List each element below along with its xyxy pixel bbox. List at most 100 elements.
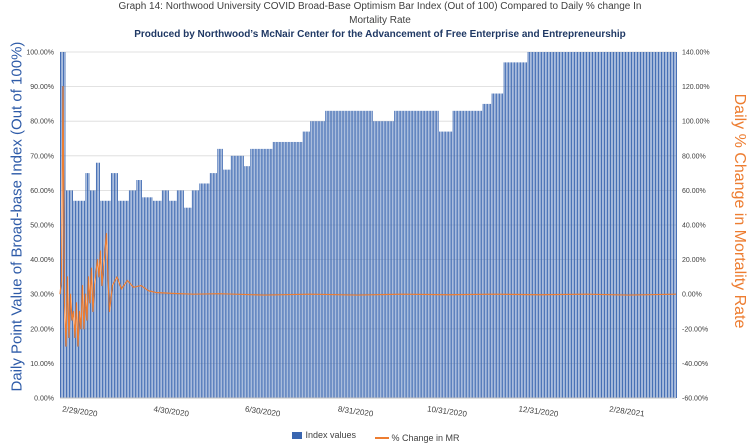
index-bar xyxy=(358,110,360,398)
index-bar xyxy=(254,148,256,398)
index-bar xyxy=(116,173,118,398)
index-bar xyxy=(463,110,465,398)
index-bar xyxy=(241,155,243,398)
y-left-tick-label: 70.00% xyxy=(30,153,54,160)
index-bar xyxy=(520,62,522,398)
index-bar xyxy=(449,131,451,398)
index-bar xyxy=(575,52,577,398)
index-bar xyxy=(362,110,364,398)
index-bar xyxy=(611,52,613,398)
index-bar xyxy=(473,110,475,398)
y-right-tick-label: -20.00% xyxy=(682,326,708,333)
index-bar xyxy=(104,200,106,398)
index-bar xyxy=(230,155,232,398)
index-bar xyxy=(245,166,247,398)
index-bar xyxy=(472,110,474,398)
index-bar xyxy=(620,52,622,398)
x-tick-label: 4/30/2020 xyxy=(153,405,190,419)
legend-swatch-mr xyxy=(374,436,389,439)
index-bar xyxy=(487,103,489,399)
index-bar xyxy=(616,52,617,398)
index-bar xyxy=(505,62,507,398)
index-bar xyxy=(374,121,376,398)
index-bar xyxy=(416,110,418,398)
index-bar xyxy=(514,62,516,398)
index-bar xyxy=(469,110,471,398)
index-bar xyxy=(410,110,412,398)
index-bar xyxy=(598,52,599,398)
index-bar xyxy=(154,200,156,398)
index-bar xyxy=(395,110,397,398)
index-bar xyxy=(448,131,450,398)
index-bar xyxy=(485,103,487,399)
index-bar xyxy=(607,52,608,398)
index-bar xyxy=(629,52,631,398)
index-bar xyxy=(551,52,553,398)
index-bar xyxy=(290,141,292,398)
index-bar xyxy=(580,52,582,398)
index-bar xyxy=(622,52,623,398)
index-bar xyxy=(295,141,297,398)
index-bar xyxy=(539,52,541,398)
index-bar xyxy=(137,180,139,398)
index-bar xyxy=(635,52,637,398)
index-bar xyxy=(646,52,647,398)
index-bar xyxy=(257,148,259,398)
chart-title-line-1: Graph 14: Northwood University COVID Bro… xyxy=(118,1,642,12)
index-bar xyxy=(235,155,237,398)
index-bar xyxy=(452,110,454,398)
index-bar xyxy=(161,190,163,398)
x-tick-label: 2/28/2021 xyxy=(609,405,646,419)
index-bar xyxy=(521,62,523,398)
index-bar xyxy=(644,52,646,398)
index-bar xyxy=(284,141,286,398)
index-bar xyxy=(409,110,411,398)
index-bar xyxy=(355,110,357,398)
index-bar xyxy=(643,52,644,398)
index-bar xyxy=(287,141,289,398)
index-bar xyxy=(268,148,270,398)
x-tick-label: 2/29/2020 xyxy=(62,405,99,419)
index-bar xyxy=(583,52,585,398)
index-bar xyxy=(265,148,267,398)
index-bar xyxy=(346,110,348,398)
index-bar xyxy=(412,110,414,398)
index-bar xyxy=(529,52,531,398)
y-right-tick-label: 100.00% xyxy=(682,119,710,126)
index-bar xyxy=(649,52,650,398)
index-bar xyxy=(439,131,441,398)
index-bar xyxy=(344,110,346,398)
index-bar xyxy=(623,52,625,398)
index-bar xyxy=(347,110,349,398)
index-bar xyxy=(223,169,225,398)
y-right-tick-label: 60.00% xyxy=(682,188,706,195)
y-right-tick-label: -40.00% xyxy=(682,361,708,368)
x-tick-label: 12/31/2020 xyxy=(518,404,559,419)
index-bar xyxy=(421,110,423,398)
index-bar xyxy=(584,52,586,398)
legend-item-index: Index values xyxy=(292,430,356,440)
index-bar xyxy=(262,148,264,398)
y-right-tick-label: 140.00% xyxy=(682,50,710,57)
index-bar xyxy=(152,200,154,398)
index-bar xyxy=(271,148,273,398)
index-bar xyxy=(272,141,274,398)
index-bar xyxy=(229,169,231,398)
index-bar xyxy=(226,169,228,398)
index-bar xyxy=(97,162,99,398)
legend-swatch-index xyxy=(292,431,303,439)
index-bar xyxy=(566,52,568,398)
index-bar xyxy=(460,110,462,398)
index-bar xyxy=(563,52,565,398)
index-bar xyxy=(676,52,677,398)
index-bar xyxy=(475,110,477,398)
index-bar xyxy=(559,52,561,398)
index-bar xyxy=(658,52,659,398)
index-bar xyxy=(578,52,580,398)
index-bar xyxy=(515,62,517,398)
index-bar xyxy=(665,52,667,398)
index-bar xyxy=(407,110,409,398)
index-bar xyxy=(208,183,210,398)
index-bar xyxy=(209,173,211,398)
